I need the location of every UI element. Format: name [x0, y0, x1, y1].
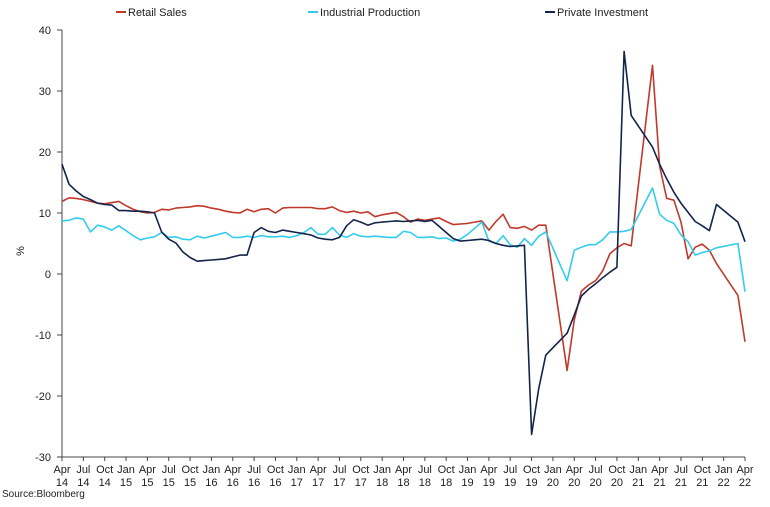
- series-line-retail-sales: [61, 64, 746, 372]
- x-tick-label-month: Apr: [310, 464, 327, 476]
- plot-area: [61, 50, 746, 436]
- x-tick-label-month: Apr: [480, 464, 497, 476]
- x-tick-label-year: 17: [355, 477, 367, 489]
- x-tick-label-month: Jan: [459, 464, 477, 476]
- y-tick-label: 20: [39, 147, 51, 159]
- x-tick-label-month: Jan: [117, 464, 135, 476]
- x-tick-label-month: Oct: [523, 464, 540, 476]
- x-axis: Apr14Jul14Oct14Jan15Apr15Jul15Oct15Jan16…: [53, 456, 754, 489]
- x-tick-label-year: 20: [568, 477, 580, 489]
- x-tick-label-year: 22: [718, 477, 730, 489]
- x-tick-label-year: 18: [397, 477, 409, 489]
- x-tick-label-month: Apr: [53, 464, 70, 476]
- x-tick-label-month: Oct: [694, 464, 711, 476]
- x-tick-label-year: 17: [312, 477, 324, 489]
- x-tick-label-year: 18: [440, 477, 452, 489]
- x-tick-label-year: 16: [248, 477, 260, 489]
- y-tick-label: 30: [39, 86, 51, 98]
- y-axis: -30 -20 -10 0 10 20 30 40: [35, 25, 63, 464]
- x-tick-label-month: Jul: [162, 464, 176, 476]
- x-tick-label-month: Jul: [247, 464, 261, 476]
- x-tick-label-month: Oct: [608, 464, 625, 476]
- x-tick-label-year: 14: [99, 477, 111, 489]
- chart-legend: Retail Sales Industrial Production Private…: [116, 7, 648, 19]
- x-tick-label-month: Jul: [76, 464, 90, 476]
- x-tick-label-month: Jul: [503, 464, 517, 476]
- x-tick-label-year: 18: [419, 477, 431, 489]
- x-tick-label-year: 15: [141, 477, 153, 489]
- legend-label: Industrial Production: [320, 7, 420, 19]
- x-tick-label-year: 21: [632, 477, 644, 489]
- x-tick-label-month: Oct: [267, 464, 284, 476]
- x-tick-label-year: 22: [739, 477, 751, 489]
- x-tick-label-month: Oct: [96, 464, 113, 476]
- x-tick-label-year: 14: [56, 477, 68, 489]
- x-tick-label-year: 17: [333, 477, 345, 489]
- x-tick-label-year: 20: [547, 477, 559, 489]
- x-tick-label-year: 19: [483, 477, 495, 489]
- x-tick-label-year: 15: [163, 477, 175, 489]
- legend-label: Retail Sales: [128, 7, 187, 19]
- x-tick-label-month: Apr: [736, 464, 753, 476]
- x-tick-label-year: 20: [589, 477, 601, 489]
- series-line-industrial-production: [61, 187, 746, 292]
- series-line-private-investment: [61, 50, 746, 436]
- x-tick-label-year: 16: [269, 477, 281, 489]
- x-tick-label-year: 16: [205, 477, 217, 489]
- x-tick-label-month: Apr: [651, 464, 668, 476]
- x-tick-label-year: 16: [227, 477, 239, 489]
- x-tick-label-month: Jul: [589, 464, 603, 476]
- x-tick-label-month: Jan: [629, 464, 647, 476]
- x-tick-label-month: Oct: [182, 464, 199, 476]
- x-tick-label-month: Jan: [203, 464, 221, 476]
- x-tick-label-month: Jan: [544, 464, 562, 476]
- x-tick-label-year: 21: [696, 477, 708, 489]
- source-note: Source:Bloomberg: [2, 489, 85, 500]
- x-tick-label-year: 19: [461, 477, 473, 489]
- x-tick-label-year: 19: [525, 477, 537, 489]
- x-tick-label-month: Oct: [438, 464, 455, 476]
- x-tick-label-month: Jul: [332, 464, 346, 476]
- y-tick-label: 0: [45, 269, 51, 281]
- y-tick-label: 40: [39, 25, 51, 37]
- x-tick-label-month: Oct: [352, 464, 369, 476]
- x-tick-label-month: Apr: [224, 464, 241, 476]
- y-tick-label: -30: [35, 452, 51, 464]
- x-tick-label-month: Apr: [139, 464, 156, 476]
- x-tick-label-year: 14: [77, 477, 89, 489]
- x-tick-label-month: Apr: [395, 464, 412, 476]
- y-tick-label: -10: [35, 330, 51, 342]
- x-tick-label-month: Jul: [674, 464, 688, 476]
- x-tick-label-year: 20: [611, 477, 623, 489]
- x-tick-label-year: 17: [291, 477, 303, 489]
- x-tick-label-month: Apr: [566, 464, 583, 476]
- y-axis-title: %: [15, 246, 27, 256]
- x-tick-label-month: Jul: [418, 464, 432, 476]
- x-tick-label-month: Jan: [288, 464, 306, 476]
- x-tick-label-year: 21: [654, 477, 666, 489]
- x-tick-label-year: 18: [376, 477, 388, 489]
- x-tick-label-year: 15: [184, 477, 196, 489]
- y-tick-label: 10: [39, 208, 51, 220]
- legend-label: Private Investment: [557, 7, 648, 19]
- x-tick-label-month: Jan: [715, 464, 733, 476]
- x-tick-label-year: 15: [120, 477, 132, 489]
- y-tick-label: -20: [35, 391, 51, 403]
- x-tick-label-month: Jan: [373, 464, 391, 476]
- x-tick-label-year: 19: [504, 477, 516, 489]
- x-tick-label-year: 21: [675, 477, 687, 489]
